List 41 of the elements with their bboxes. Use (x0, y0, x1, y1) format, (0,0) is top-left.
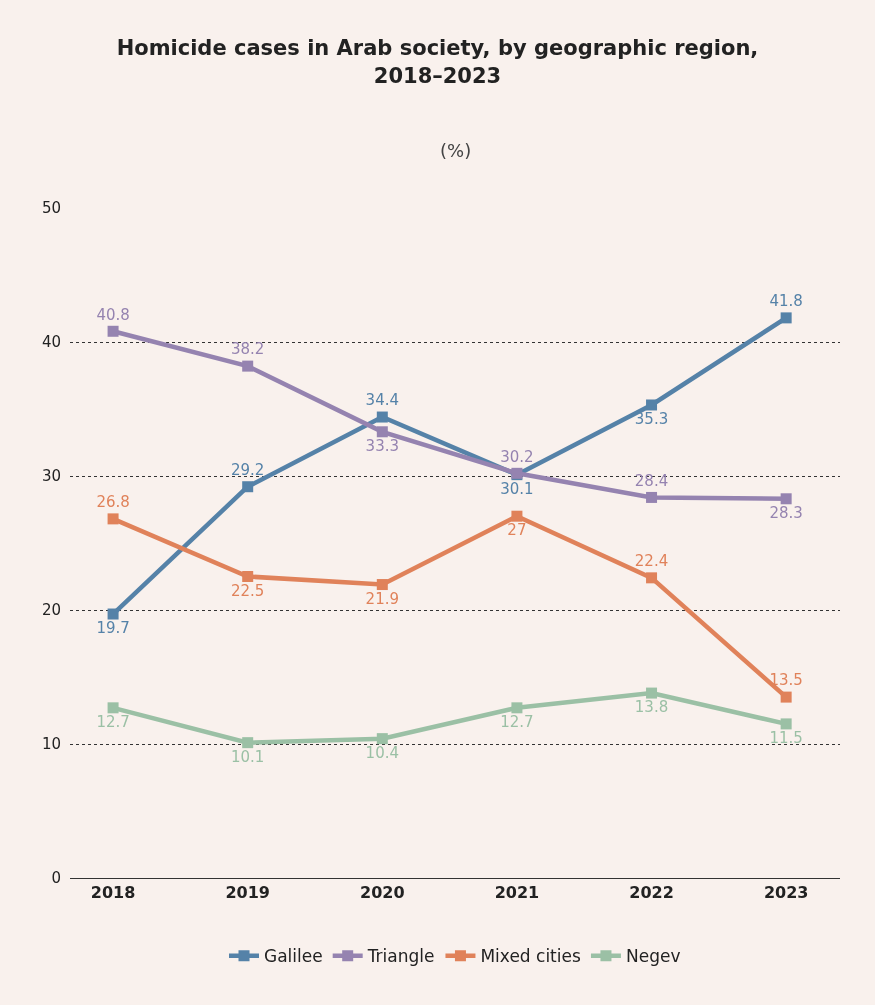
x-tick-label: 2020 (360, 883, 405, 903)
data-label: 40.8 (96, 305, 130, 324)
data-label: 30.1 (500, 479, 534, 498)
data-label: 10.1 (230, 747, 265, 766)
data-label: 13.8 (634, 698, 669, 717)
data-label: 29.2 (230, 461, 265, 480)
data-label: 41.8 (769, 292, 803, 311)
data-label: 34.4 (365, 391, 400, 410)
data-label: 11.5 (769, 729, 803, 748)
data-label: 12.7 (96, 712, 130, 731)
legend-label: Negev (625, 946, 681, 967)
data-label: 28.4 (634, 471, 669, 490)
y-tick-label: 0 (51, 869, 61, 888)
data-label: 27 (507, 521, 527, 540)
data-label: 22.4 (634, 552, 669, 571)
legend-label: Triangle (366, 946, 435, 967)
x-tick-label: 2018 (90, 883, 136, 903)
x-tick-label: 2023 (763, 883, 809, 903)
data-label: 12.7 (500, 712, 534, 731)
data-label: 19.7 (96, 619, 130, 638)
data-label: 28.3 (769, 503, 803, 522)
data-label: 21.9 (365, 589, 400, 608)
legend-label: Mixed cities (480, 946, 581, 967)
data-label: 13.5 (769, 671, 803, 690)
y-tick-label: 50 (41, 199, 61, 218)
y-tick-label: 30 (41, 467, 61, 486)
x-tick-label: 2022 (629, 883, 674, 903)
data-label: 38.2 (230, 340, 265, 359)
legend-label: Galilee (264, 946, 323, 967)
x-tick-label: 2021 (494, 883, 540, 903)
y-tick-label: 10 (41, 735, 61, 754)
data-label: 26.8 (96, 493, 130, 512)
chart-title: Homicide cases in Arab society, by geographic region, 2018–2023 (116, 36, 759, 88)
chart-subtitle: (%) (440, 140, 472, 161)
data-label: 33.3 (365, 436, 400, 455)
data-label: 10.4 (365, 743, 400, 762)
data-label: 22.5 (230, 581, 265, 600)
y-tick-label: 20 (41, 601, 61, 620)
x-tick-label: 2019 (225, 883, 270, 903)
y-tick-label: 40 (41, 333, 61, 352)
data-label: 30.2 (500, 447, 534, 466)
